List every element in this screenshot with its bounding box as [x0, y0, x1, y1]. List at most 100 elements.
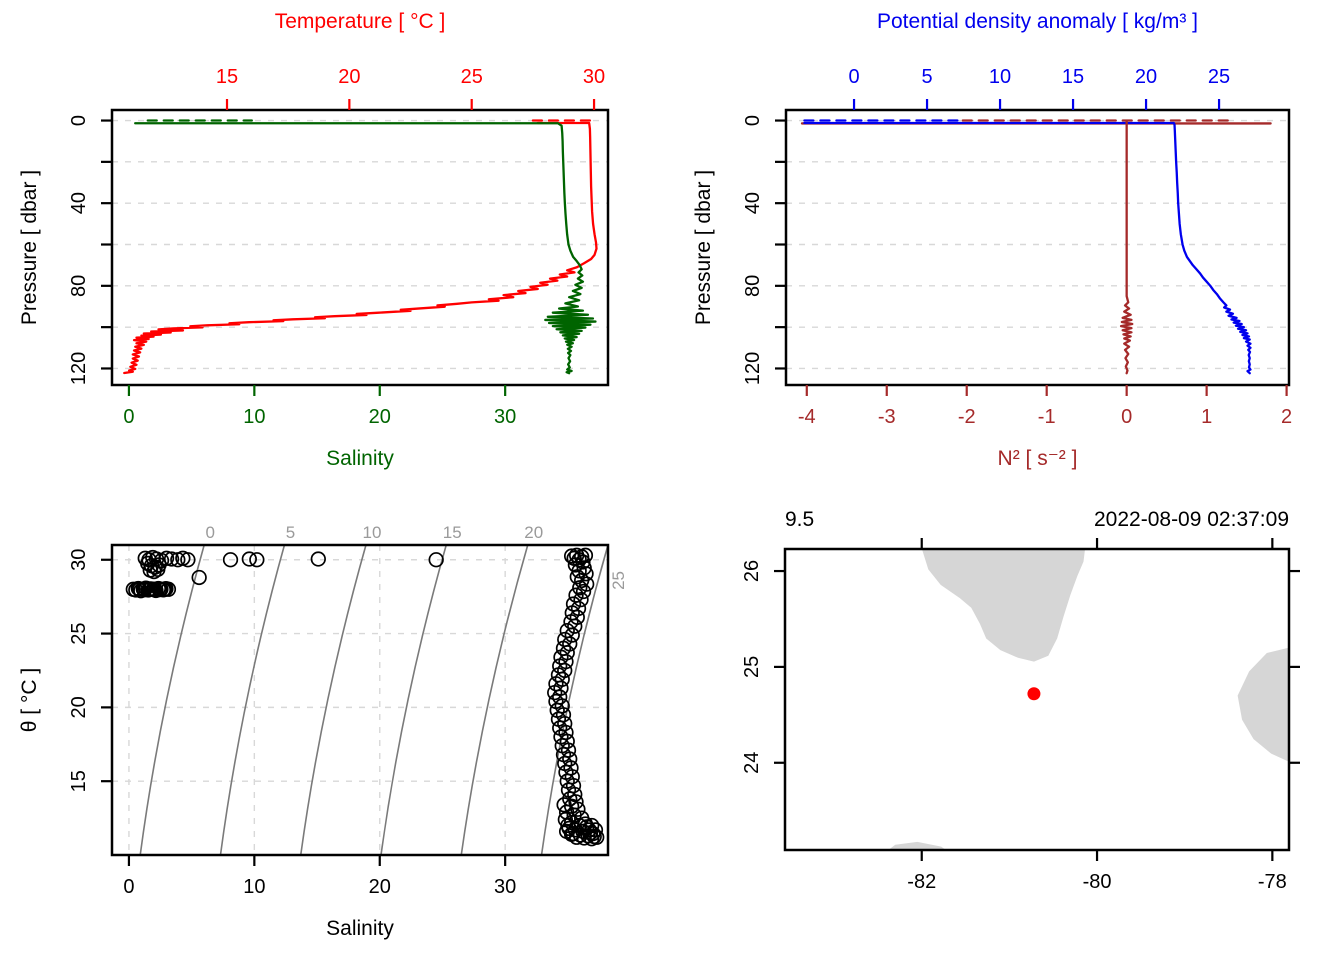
ts-scatter-point — [560, 817, 576, 834]
tick-label: -3 — [878, 406, 896, 428]
tick-label: 0 — [1121, 406, 1132, 428]
tick-label: 1 — [1201, 406, 1212, 428]
isopycnal-contour — [219, 545, 286, 855]
tick-label: 120 — [68, 352, 90, 385]
contour-label: 20 — [524, 523, 543, 542]
tick-label: 20 — [338, 66, 360, 88]
density-n2-profile-x-axis-top: 0 5 10 15 20 25 Potential density anomaly [ kg… — [848, 10, 1230, 110]
tick-label: 26 — [741, 560, 763, 582]
tick-label: -2 — [958, 406, 976, 428]
contour-label: 10 — [362, 523, 381, 542]
tick-label: 25 — [461, 66, 483, 88]
panel-temperature-salinity-profile: 15 20 25 30 Temperature [ °C ] 0 10 20 30 Salinit… — [18, 10, 610, 470]
temp-sal-profile-y-axis: 0 40 80 120 Pressure [ dbar ] — [18, 115, 112, 385]
n2-profile — [1119, 120, 1134, 375]
ts-scatter-point — [575, 583, 592, 600]
contour-label: 25 — [609, 571, 628, 590]
tick-label: 24 — [741, 752, 763, 774]
temp-sal-profile-x-axis-bottom: 0 10 20 30 Salinity — [123, 385, 516, 470]
density-n2-profile-data-layer — [800, 119, 1272, 375]
tick-label: -80 — [1083, 871, 1112, 893]
tick-label: 0 — [742, 115, 764, 126]
isopycnal-contour — [460, 545, 529, 855]
temp-sal-profile-frame — [110, 108, 610, 387]
tick-label: 40 — [742, 192, 764, 214]
land-polygon — [1237, 647, 1289, 762]
station-dot — [1027, 687, 1041, 701]
contour-label: 5 — [286, 523, 295, 542]
tick-label: 30 — [68, 549, 90, 571]
y-axis-title: Pressure [ dbar ] — [18, 170, 41, 325]
ts-diagram-y-axis: 15 20 25 30 θ [ °C ] — [18, 549, 112, 792]
ts-scatter-point — [191, 569, 207, 586]
station-map-data-layer — [888, 549, 1289, 850]
tick-label: 15 — [68, 770, 90, 792]
tick-label: 10 — [243, 876, 265, 898]
ts-scatter-point — [572, 580, 588, 596]
ts-scatter-point — [563, 826, 580, 842]
density-n2-profile-frame — [784, 108, 1291, 387]
contour-label: 0 — [205, 523, 214, 542]
ts-scatter-point — [150, 561, 166, 578]
ts-scatter-point — [556, 797, 572, 813]
tick-label: -4 — [798, 406, 816, 428]
tick-label: 0 — [848, 66, 859, 88]
ts-scatter-point — [136, 582, 153, 598]
ts-scatter-point — [146, 563, 162, 580]
x-axis-title: Temperature [ °C ] — [275, 10, 446, 33]
isopycnal-contour — [380, 545, 447, 855]
ts-scatter-point — [157, 581, 173, 597]
tick-label: -1 — [1038, 406, 1056, 428]
ts-scatter-point — [584, 817, 600, 834]
map-timestamp: 2022-08-09 02:37:09 — [1094, 508, 1289, 531]
ts-scatter-point — [180, 552, 196, 568]
isopycnal-contour — [139, 545, 205, 855]
ts-scatter-point — [567, 618, 583, 634]
ts-scatter-point — [241, 551, 257, 567]
panel-station-map: -82 -80 -78 24 25 26 9.5 2022-08-09 02:37:09 — [741, 508, 1300, 893]
tick-label: 120 — [742, 352, 764, 385]
ts-scatter-point — [163, 551, 180, 567]
ts-diagram-data-layer — [125, 545, 608, 855]
station-map-y-axis: 24 25 26 — [741, 560, 1300, 774]
ts-diagram-gridlines — [112, 545, 608, 855]
ts-scatter-point — [547, 684, 563, 701]
ts-scatter-point — [310, 551, 326, 567]
x-axis-title: Salinity — [326, 917, 394, 940]
ts-scatter-point — [567, 786, 583, 803]
ts-scatter-point — [428, 552, 444, 568]
tick-label: 0 — [123, 876, 134, 898]
ts-scatter-point — [585, 825, 601, 842]
ts-scatter-point — [575, 554, 591, 570]
ts-scatter-point — [573, 591, 589, 608]
temperature-profile — [123, 121, 598, 375]
ts-scatter-point — [131, 581, 148, 597]
x-axis-title: Potential density anomaly [ kg/m³ ] — [877, 10, 1198, 33]
tick-label: 2 — [1281, 406, 1292, 428]
density-n2-profile-y-axis: 0 40 80 120 Pressure [ dbar ] — [692, 115, 786, 385]
ts-scatter-point — [249, 552, 265, 568]
ts-scatter-point — [577, 816, 594, 832]
station-map-x-axis-bottom: -82 -80 -78 — [907, 538, 1287, 893]
tick-label: 25 — [741, 656, 763, 678]
ts-diagram-x-axis-bottom: 0 10 20 30 Salinity — [123, 855, 516, 940]
temp-sal-profile-gridlines — [112, 119, 608, 370]
density-profile — [803, 121, 1252, 375]
map-label-left: 9.5 — [785, 508, 814, 531]
tick-label: 80 — [68, 275, 90, 297]
ts-scatter-point — [146, 581, 163, 597]
isopycnal-contour — [540, 545, 608, 855]
temp-sal-profile-data-layer — [123, 119, 598, 375]
salinity-profile — [134, 122, 597, 375]
tick-label: 20 — [1135, 66, 1157, 88]
tick-label: 25 — [1208, 66, 1230, 88]
tick-label: 15 — [1062, 66, 1084, 88]
density-n2-profile-gridlines — [786, 119, 1289, 370]
tick-label: -82 — [907, 871, 936, 893]
ts-scatter-point — [569, 569, 585, 585]
x-axis-title: N² [ s⁻² ] — [998, 447, 1078, 470]
contour-label: 15 — [443, 523, 462, 542]
